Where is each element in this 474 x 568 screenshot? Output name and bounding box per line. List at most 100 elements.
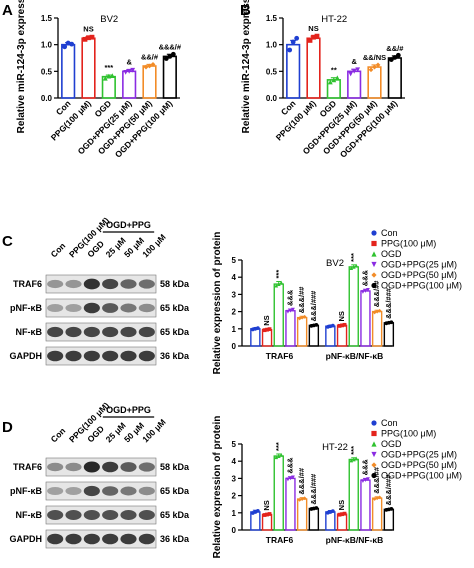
data-point [389,320,394,325]
blot-band [65,533,82,545]
data-point [372,64,377,70]
blot-band [83,278,100,290]
y-tick-label: 0.0 [41,94,53,103]
data-point [361,290,365,294]
panel-letter-a: A [2,2,13,19]
blot-band [102,350,119,362]
legend-marker [371,272,377,278]
data-point [337,512,342,517]
data-point [389,506,394,511]
data-point [255,509,260,513]
data-point [363,289,368,293]
significance-label: & [126,58,132,67]
blot-band [65,462,82,472]
significance-label: &&/# [386,44,404,53]
chart-panel-a: 0.0 0.5 1.0 1.5 Relative miR-124-3p expressi… [16,0,182,160]
significance-label: &&&/### [384,287,393,319]
y-tick-label: 0.5 [266,67,278,76]
data-point [89,34,95,40]
legend-marker [371,451,377,458]
legend-marker [371,240,377,247]
data-point [262,513,267,517]
data-point [288,476,293,481]
data-point [354,456,359,461]
blot-kda-label: 65 kDa [160,486,190,496]
data-point [150,62,156,67]
blot-row-label: GAPDH [9,534,42,544]
blot-band [83,461,100,473]
y-axis-title: Relative expression of protein [212,232,223,375]
y-tick-label: 1 [232,325,237,334]
blot-band [102,509,119,521]
bar [285,477,296,531]
data-point [62,44,68,50]
data-point [286,309,290,314]
bar [383,322,395,347]
data-point [69,41,75,47]
blot-band [120,326,137,338]
blot-band [138,509,155,521]
y-tick-label: 5 [232,256,237,265]
blot-band [65,509,82,521]
data-point [377,308,382,313]
data-point [342,322,347,327]
chart-title: HT-22 [321,14,347,25]
blot-band [120,509,137,521]
data-point [342,511,347,516]
data-point [143,64,149,70]
blot-kda-label: 65 kDa [160,327,190,337]
data-point [331,77,337,83]
blot-row-label: TRAF6 [13,279,42,289]
data-point [377,495,382,500]
y-tick-label: 1.0 [266,41,278,50]
legend-label: PPG(100 μM) [381,239,436,249]
significance-label: &&&/# [159,42,182,51]
y-axis-title: Relative miR-124-3p expression [16,0,27,133]
y-axis-title: Relative miR-124-3p expression [241,0,252,133]
data-point [294,35,300,41]
legend-label: OGD+PPG(25 μM) [381,450,457,460]
data-point [314,506,319,510]
legend-label: Con [381,228,398,238]
data-point [351,68,357,74]
blot-band [102,461,119,473]
blot-row-label: TRAF6 [13,462,42,472]
blot-row-label: NF-κB [15,327,42,337]
chart-title: BV2 [100,14,118,25]
data-point [291,475,295,480]
y-tick-label: 0 [232,526,237,535]
y-tick-label: 3 [232,290,237,299]
chart-title: HT-22 [322,442,348,453]
bar [308,324,320,347]
y-tick-label: 1.5 [266,14,278,23]
significance-label: &&/NS [363,53,386,62]
data-point [102,75,108,81]
data-point [355,67,361,73]
data-point [170,51,176,57]
blot-kda-label: 58 kDa [160,279,190,289]
group-label: OGD+PPG [106,220,151,230]
data-point [274,455,279,460]
bar [325,511,336,531]
significance-label: &&&/### [309,473,318,505]
data-point [265,327,269,332]
data-point [265,512,269,517]
legend-marker [371,230,377,236]
category-label: TRAF6 [266,351,294,361]
y-tick-label: 5 [232,440,237,449]
data-point [392,55,398,60]
data-point [368,67,374,73]
significance-label: &&& [285,289,294,306]
panel-letter-b: B [240,2,251,19]
bar [336,324,348,347]
legend-marker [371,282,377,289]
significance-label: &&&/### [309,290,318,322]
significance-label: &&&/## [372,466,381,494]
blot-band [138,486,155,496]
data-point [366,288,370,292]
data-point [348,71,354,77]
significance-label: ** [331,66,337,75]
data-point [279,452,284,457]
